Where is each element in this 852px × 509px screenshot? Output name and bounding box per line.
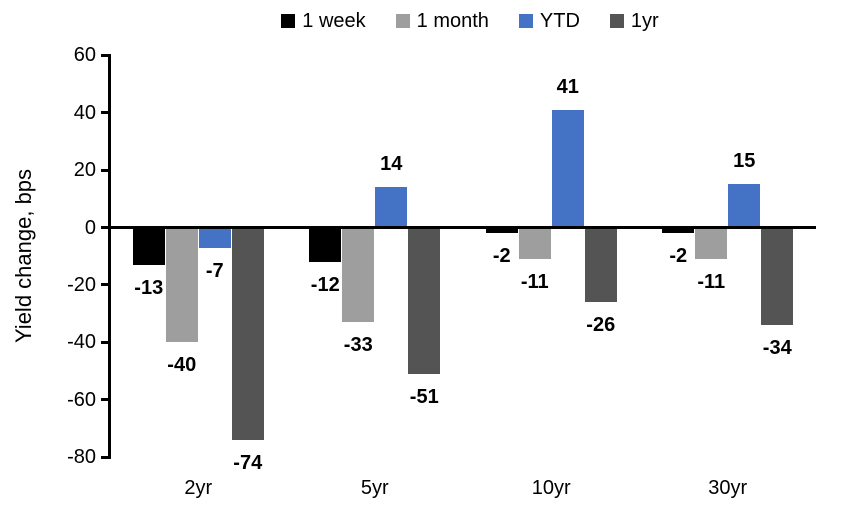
y-tick-label: 0 <box>84 216 96 239</box>
legend-item-1-week: 1 week <box>281 9 366 33</box>
bar-1-week-30yr <box>662 227 695 234</box>
y-axis-tick <box>101 168 110 172</box>
bar-1-month-10yr <box>518 227 551 260</box>
y-tick-label: 20 <box>73 159 96 182</box>
y-axis-tick <box>101 53 110 57</box>
bar-value-label: -12 <box>310 273 340 296</box>
bar-1yr-5yr <box>408 227 441 374</box>
y-axis-tick <box>101 455 110 459</box>
bar-1-month-2yr <box>165 227 198 343</box>
bar-value-label: -51 <box>409 385 439 408</box>
bar-1-month-5yr <box>342 227 375 323</box>
bar-value-label: -11 <box>697 271 726 294</box>
x-category-label: 10yr <box>531 477 571 499</box>
legend-marker-icon <box>281 14 296 28</box>
y-tick-label: 40 <box>73 101 96 124</box>
bar-ytd-2yr <box>198 227 231 248</box>
bar-1-week-2yr <box>132 227 165 265</box>
bar-value-label: -13 <box>134 276 164 299</box>
legend-item-1-month: 1 month <box>395 9 489 33</box>
bar-value-label: -26 <box>586 314 616 337</box>
bar-1yr-30yr <box>761 227 794 326</box>
y-axis-tick <box>101 111 110 115</box>
legend-item-1yr: 1yr <box>609 9 659 33</box>
bar-1-week-10yr <box>485 227 518 234</box>
bar-ytd-5yr <box>375 187 408 228</box>
y-axis-tick <box>101 340 110 344</box>
y-axis-line <box>108 54 111 459</box>
y-axis-title: Yield change, bps <box>11 168 36 344</box>
y-axis-tick <box>101 226 110 229</box>
bar-value-label: 41 <box>556 75 579 98</box>
legend-label: 1 month <box>416 9 489 32</box>
bar-ytd-10yr <box>551 109 584 228</box>
legend-marker-icon <box>395 14 410 28</box>
bar-value-label: -2 <box>669 245 688 268</box>
legend-item-ytd: YTD <box>518 9 580 33</box>
bar-value-label: -33 <box>343 334 373 357</box>
x-category-label: 2yr <box>184 477 213 499</box>
bar-value-label: 14 <box>380 153 403 176</box>
bar-1yr-10yr <box>584 227 617 303</box>
x-category-label: 30yr <box>708 477 748 499</box>
legend-label: 1 week <box>302 9 366 32</box>
y-tick-label: -40 <box>67 331 96 354</box>
y-axis-tick <box>101 283 110 287</box>
x-category-label: 5yr <box>360 477 389 499</box>
bar-value-label: -11 <box>520 271 549 294</box>
bar-1-month-30yr <box>695 227 728 260</box>
bar-value-label: -74 <box>233 451 263 474</box>
bar-value-label: 15 <box>733 150 756 173</box>
bar-1-week-5yr <box>309 227 342 262</box>
y-tick-label: -80 <box>67 446 96 469</box>
chart-legend: 1 week 1 month YTD 1yr <box>110 6 830 36</box>
bar-value-label: -2 <box>492 245 511 268</box>
bar-ytd-30yr <box>728 184 761 228</box>
bar-value-label: -40 <box>167 354 197 377</box>
legend-label: YTD <box>539 9 580 32</box>
y-tick-label: 60 <box>73 44 96 67</box>
bar-value-label: -34 <box>762 337 792 360</box>
y-tick-label: -60 <box>67 388 96 411</box>
legend-marker-icon <box>609 14 624 28</box>
bar-value-label: -7 <box>205 259 224 282</box>
y-tick-label: -20 <box>67 273 96 296</box>
legend-label: 1yr <box>630 9 659 32</box>
bar-1yr-2yr <box>231 227 264 440</box>
y-axis-tick <box>101 398 110 402</box>
zero-baseline <box>110 226 816 229</box>
legend-marker-icon <box>518 14 533 28</box>
